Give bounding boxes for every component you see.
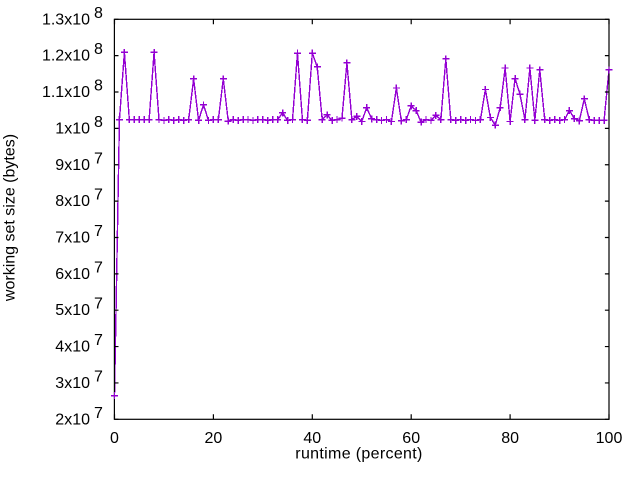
svg-text:2x10: 2x10 [55,411,90,428]
svg-text:100: 100 [596,430,623,447]
svg-text:7: 7 [94,259,103,276]
svg-text:8: 8 [94,5,103,22]
svg-text:working set size (bytes): working set size (bytes) [2,134,19,302]
svg-text:1.3x10: 1.3x10 [42,11,90,28]
svg-text:7: 7 [94,223,103,240]
svg-text:1.2x10: 1.2x10 [42,48,90,65]
svg-text:20: 20 [205,430,223,447]
svg-text:0: 0 [110,430,119,447]
svg-text:7: 7 [94,296,103,313]
svg-text:8: 8 [94,41,103,58]
svg-text:8: 8 [94,78,103,95]
svg-text:7: 7 [94,150,103,167]
svg-text:7: 7 [94,368,103,385]
svg-text:5x10: 5x10 [55,302,90,319]
svg-text:60: 60 [402,430,420,447]
svg-text:7x10: 7x10 [55,229,90,246]
svg-text:40: 40 [303,430,321,447]
svg-text:3x10: 3x10 [55,375,90,392]
svg-text:7: 7 [94,405,103,422]
svg-text:8x10: 8x10 [55,193,90,210]
svg-text:80: 80 [501,430,519,447]
svg-text:9x10: 9x10 [55,157,90,174]
svg-text:1x10: 1x10 [55,120,90,137]
svg-text:4x10: 4x10 [55,339,90,356]
svg-text:6x10: 6x10 [55,266,90,283]
svg-text:1.1x10: 1.1x10 [42,84,90,101]
svg-text:8: 8 [94,114,103,131]
svg-text:7: 7 [94,332,103,349]
svg-text:7: 7 [94,187,103,204]
svg-text:runtime (percent): runtime (percent) [295,446,422,463]
